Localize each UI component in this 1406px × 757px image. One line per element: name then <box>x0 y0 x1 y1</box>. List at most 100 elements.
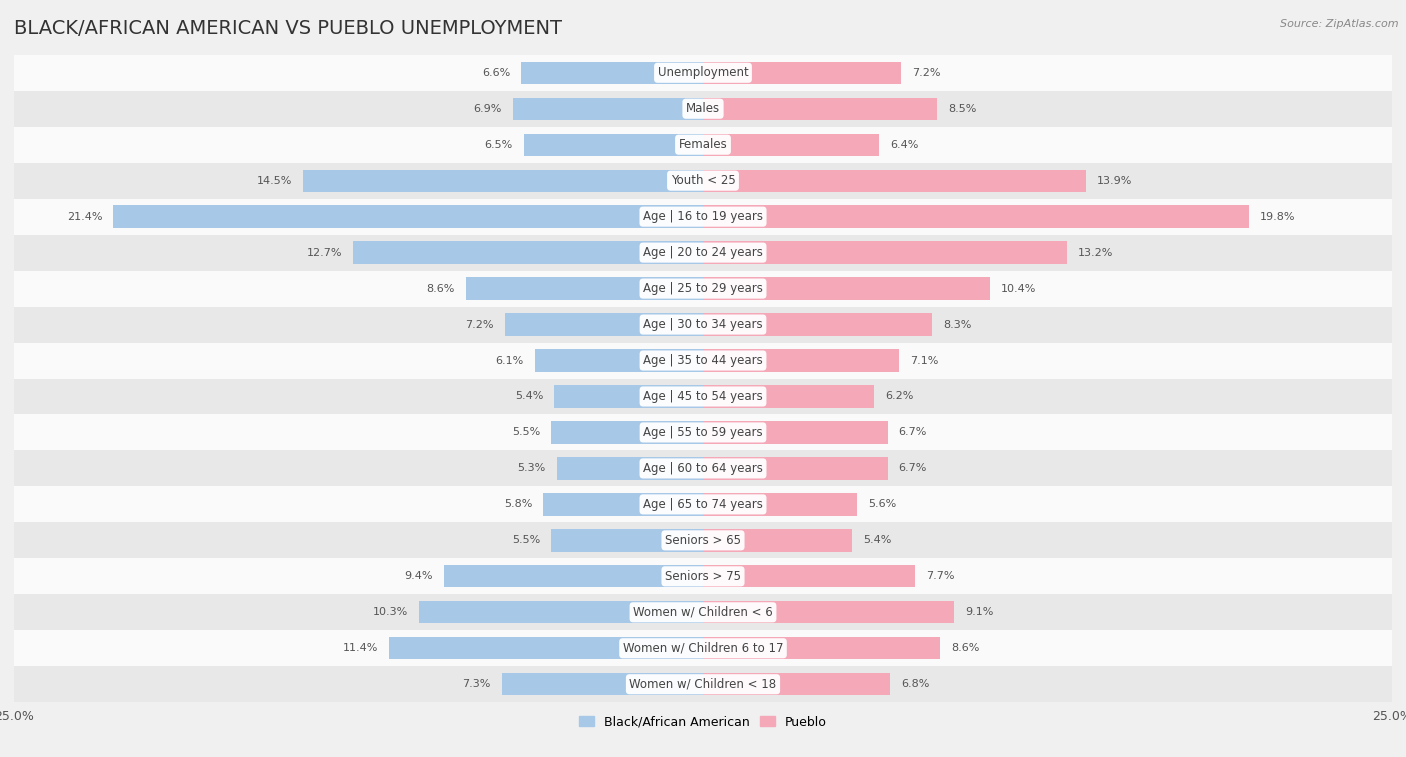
Text: BLACK/AFRICAN AMERICAN VS PUEBLO UNEMPLOYMENT: BLACK/AFRICAN AMERICAN VS PUEBLO UNEMPLO… <box>14 18 562 38</box>
FancyBboxPatch shape <box>14 55 1392 91</box>
Bar <box>703 422 887 444</box>
Text: Source: ZipAtlas.com: Source: ZipAtlas.com <box>1281 19 1399 29</box>
Text: 8.3%: 8.3% <box>943 319 972 329</box>
Text: 7.1%: 7.1% <box>910 356 938 366</box>
Text: 6.6%: 6.6% <box>482 68 510 78</box>
Text: Age | 16 to 19 years: Age | 16 to 19 years <box>643 210 763 223</box>
Bar <box>703 673 890 696</box>
Text: Youth < 25: Youth < 25 <box>671 174 735 187</box>
Text: 6.7%: 6.7% <box>898 463 927 473</box>
Text: Age | 35 to 44 years: Age | 35 to 44 years <box>643 354 763 367</box>
Bar <box>703 170 1085 192</box>
Text: Unemployment: Unemployment <box>658 67 748 79</box>
Text: 11.4%: 11.4% <box>343 643 378 653</box>
Bar <box>502 673 703 696</box>
Text: 7.7%: 7.7% <box>927 572 955 581</box>
Bar <box>703 277 990 300</box>
Text: 5.4%: 5.4% <box>863 535 891 545</box>
Bar <box>703 313 932 335</box>
Bar <box>703 494 858 516</box>
Bar <box>551 529 703 552</box>
Bar <box>703 350 898 372</box>
Text: 10.3%: 10.3% <box>373 607 408 617</box>
Bar <box>703 385 875 407</box>
Text: 5.6%: 5.6% <box>869 500 897 509</box>
FancyBboxPatch shape <box>14 126 1392 163</box>
Bar <box>703 241 1067 263</box>
Bar <box>703 565 915 587</box>
Bar <box>703 133 879 156</box>
Text: 6.2%: 6.2% <box>884 391 914 401</box>
Text: 12.7%: 12.7% <box>307 248 342 257</box>
Text: Women w/ Children < 18: Women w/ Children < 18 <box>630 678 776 690</box>
Text: 14.5%: 14.5% <box>257 176 292 185</box>
Text: Age | 55 to 59 years: Age | 55 to 59 years <box>643 426 763 439</box>
Text: 6.7%: 6.7% <box>898 428 927 438</box>
Bar <box>389 637 703 659</box>
Text: 7.2%: 7.2% <box>465 319 494 329</box>
Bar <box>505 313 703 335</box>
Text: 9.1%: 9.1% <box>965 607 993 617</box>
Bar <box>703 637 941 659</box>
Text: 6.4%: 6.4% <box>890 140 918 150</box>
FancyBboxPatch shape <box>14 594 1392 631</box>
Text: Seniors > 65: Seniors > 65 <box>665 534 741 547</box>
Bar <box>551 422 703 444</box>
FancyBboxPatch shape <box>14 91 1392 126</box>
Text: Age | 45 to 54 years: Age | 45 to 54 years <box>643 390 763 403</box>
Text: Seniors > 75: Seniors > 75 <box>665 570 741 583</box>
FancyBboxPatch shape <box>14 307 1392 342</box>
FancyBboxPatch shape <box>14 450 1392 487</box>
Text: 5.4%: 5.4% <box>515 391 543 401</box>
Text: 5.3%: 5.3% <box>517 463 546 473</box>
Text: 9.4%: 9.4% <box>405 572 433 581</box>
Bar <box>703 601 953 624</box>
Text: 7.2%: 7.2% <box>912 68 941 78</box>
Bar <box>534 350 703 372</box>
Text: 19.8%: 19.8% <box>1260 212 1295 222</box>
Bar <box>554 385 703 407</box>
FancyBboxPatch shape <box>14 487 1392 522</box>
Bar <box>703 61 901 84</box>
Text: 5.5%: 5.5% <box>512 535 540 545</box>
FancyBboxPatch shape <box>14 163 1392 198</box>
Bar <box>703 457 887 480</box>
Text: 13.9%: 13.9% <box>1097 176 1132 185</box>
FancyBboxPatch shape <box>14 522 1392 559</box>
Text: 6.1%: 6.1% <box>496 356 524 366</box>
Text: Age | 60 to 64 years: Age | 60 to 64 years <box>643 462 763 475</box>
Bar <box>304 170 703 192</box>
FancyBboxPatch shape <box>14 342 1392 378</box>
Text: Women w/ Children 6 to 17: Women w/ Children 6 to 17 <box>623 642 783 655</box>
FancyBboxPatch shape <box>14 378 1392 415</box>
Bar <box>522 61 703 84</box>
FancyBboxPatch shape <box>14 235 1392 270</box>
FancyBboxPatch shape <box>14 270 1392 307</box>
Bar <box>465 277 703 300</box>
Bar <box>353 241 703 263</box>
Text: 7.3%: 7.3% <box>463 679 491 689</box>
Bar <box>524 133 703 156</box>
Bar <box>513 98 703 120</box>
Bar <box>703 205 1249 228</box>
Text: Age | 65 to 74 years: Age | 65 to 74 years <box>643 498 763 511</box>
Text: Females: Females <box>679 139 727 151</box>
FancyBboxPatch shape <box>14 559 1392 594</box>
Bar <box>543 494 703 516</box>
Text: 8.6%: 8.6% <box>950 643 980 653</box>
Text: 6.5%: 6.5% <box>485 140 513 150</box>
Bar <box>703 98 938 120</box>
Bar <box>114 205 703 228</box>
Text: Age | 25 to 29 years: Age | 25 to 29 years <box>643 282 763 295</box>
Text: 13.2%: 13.2% <box>1078 248 1114 257</box>
Text: 10.4%: 10.4% <box>1001 284 1036 294</box>
FancyBboxPatch shape <box>14 415 1392 450</box>
Text: 8.5%: 8.5% <box>948 104 977 114</box>
Text: 6.8%: 6.8% <box>901 679 929 689</box>
Text: Age | 30 to 34 years: Age | 30 to 34 years <box>643 318 763 331</box>
FancyBboxPatch shape <box>14 666 1392 702</box>
Legend: Black/African American, Pueblo: Black/African American, Pueblo <box>574 711 832 734</box>
Bar <box>444 565 703 587</box>
Bar <box>703 529 852 552</box>
Text: 8.6%: 8.6% <box>426 284 456 294</box>
